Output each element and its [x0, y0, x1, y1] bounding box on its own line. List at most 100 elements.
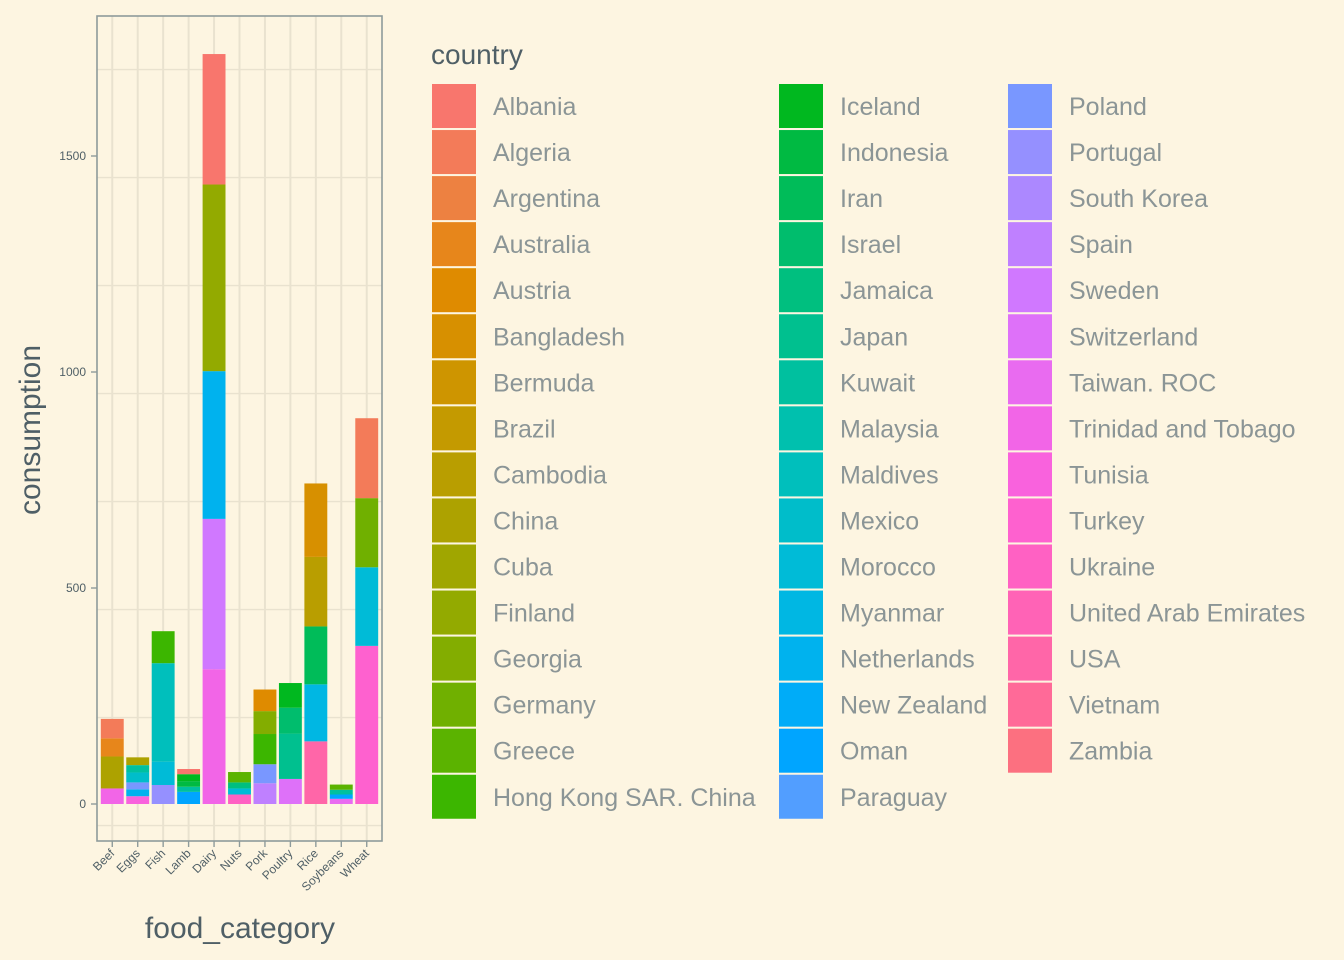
legend-key [779, 728, 823, 773]
legend-item: Kuwait [779, 360, 915, 405]
bar-segment [151, 663, 175, 762]
bar-segment [355, 567, 379, 646]
y-tick-label: 500 [66, 581, 86, 595]
bar-segment [329, 798, 353, 804]
legend-key [1008, 84, 1052, 128]
legend-key [432, 452, 476, 497]
legend-label: Netherlands [840, 646, 975, 674]
legend-label: Japan [840, 323, 908, 351]
legend-label: Malaysia [840, 415, 939, 443]
legend-key [779, 406, 823, 451]
y-tick-label: 1500 [59, 149, 86, 163]
bar-segment [329, 794, 353, 799]
legend-item: Japan [779, 314, 908, 359]
legend-item: Tunisia [1008, 452, 1149, 497]
legend-item: Indonesia [779, 130, 949, 175]
legend-label: Australia [493, 231, 590, 259]
legend-label: Myanmar [840, 600, 944, 628]
legend-label: Indonesia [840, 139, 949, 167]
bar-segment [304, 741, 328, 804]
legend-label: Sweden [1069, 277, 1159, 305]
legend-key [779, 360, 823, 405]
bar-stack-poultry [278, 683, 302, 804]
legend-label: Cambodia [493, 461, 607, 489]
bar-stack-fish [151, 631, 175, 804]
legend-label: Trinidad and Tobago [1069, 415, 1296, 443]
legend-label: Bangladesh [493, 323, 625, 351]
bar-segment [304, 483, 328, 557]
legend-label: Argentina [493, 185, 600, 213]
legend-item: Australia [432, 222, 590, 267]
legend-key [1008, 314, 1052, 359]
legend-label: Hong Kong SAR. China [493, 784, 756, 812]
bar-segment [202, 669, 226, 804]
bar-segment [202, 518, 226, 670]
legend-label: Zambia [1069, 738, 1152, 766]
legend-key [432, 774, 476, 819]
legend-item: Cuba [432, 544, 553, 589]
legend-item: Iceland [779, 84, 921, 128]
legend-key [779, 590, 823, 635]
legend-label: New Zealand [840, 692, 987, 720]
legend-key [432, 84, 476, 128]
bar-segment [355, 418, 379, 499]
y-tick-label: 1000 [59, 365, 86, 379]
legend-items: Albania Algeria Argentina Australia Austria B… [432, 84, 1305, 819]
legend-key [1008, 130, 1052, 175]
bar-segment [202, 54, 226, 185]
legend-key [1008, 268, 1052, 313]
legend-label: Germany [493, 692, 596, 720]
legend-item: United Arab Emirates [1008, 590, 1305, 635]
legend-key [432, 636, 476, 681]
bar-stack-wheat [355, 418, 379, 804]
legend: country Albania Algeria Argentina Australia… [431, 39, 1305, 819]
legend-key [779, 84, 823, 128]
bar-stack-dairy [202, 54, 226, 804]
bar-segment [329, 784, 353, 790]
legend-item: Myanmar [779, 590, 944, 635]
legend-key [779, 682, 823, 727]
legend-key [1008, 452, 1052, 497]
legend-label: Spain [1069, 231, 1133, 259]
legend-key [432, 268, 476, 313]
legend-label: Jamaica [840, 277, 933, 305]
legend-key [432, 498, 476, 543]
legend-label: South Korea [1069, 185, 1208, 213]
legend-key [432, 222, 476, 267]
legend-key [1008, 222, 1052, 267]
legend-label: Switzerland [1069, 323, 1198, 351]
legend-key [779, 130, 823, 175]
bar-segment [228, 788, 251, 795]
bar-segment [126, 796, 150, 804]
legend-label: Poland [1069, 93, 1147, 121]
bar-segment [177, 774, 201, 782]
legend-label: Ukraine [1069, 554, 1155, 582]
legend-key [432, 544, 476, 589]
bar-segment [126, 757, 150, 766]
legend-item: Poland [1008, 84, 1147, 128]
bar-segment [151, 631, 175, 664]
legend-label: USA [1069, 646, 1121, 674]
legend-label: Maldives [840, 461, 939, 489]
legend-key [432, 682, 476, 727]
bar-stack-nuts [228, 772, 251, 804]
bar-segment [151, 784, 175, 804]
legend-key [1008, 728, 1052, 773]
legend-key [779, 636, 823, 681]
legend-item: Brazil [432, 406, 556, 451]
bar-segment [228, 794, 251, 804]
legend-item: Portugal [1008, 130, 1162, 175]
legend-item: Jamaica [779, 268, 933, 313]
legend-label: Paraguay [840, 784, 948, 812]
bar-segment [228, 772, 251, 783]
bar-segment [253, 734, 277, 765]
legend-item: Cambodia [432, 452, 607, 497]
legend-key [779, 452, 823, 497]
legend-key [432, 590, 476, 635]
y-tick-label: 0 [79, 797, 86, 811]
bar-segment [177, 786, 201, 792]
legend-item: Israel [779, 222, 901, 267]
legend-key [1008, 544, 1052, 589]
legend-title: country [431, 39, 523, 70]
